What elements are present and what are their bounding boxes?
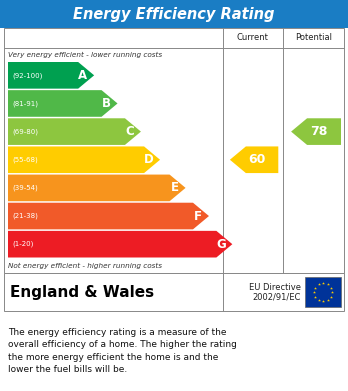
Polygon shape bbox=[291, 118, 341, 145]
Polygon shape bbox=[230, 146, 278, 173]
Text: (69-80): (69-80) bbox=[12, 128, 38, 135]
Text: The energy efficiency rating is a measure of the
overall efficiency of a home. T: The energy efficiency rating is a measur… bbox=[8, 328, 237, 374]
Text: (81-91): (81-91) bbox=[12, 100, 38, 107]
Text: B: B bbox=[102, 97, 111, 110]
Text: Potential: Potential bbox=[295, 34, 332, 43]
Text: D: D bbox=[144, 153, 154, 166]
Text: 60: 60 bbox=[248, 153, 265, 166]
Polygon shape bbox=[8, 231, 232, 258]
Text: F: F bbox=[194, 210, 202, 222]
Text: A: A bbox=[78, 69, 88, 82]
Text: 2002/91/EC: 2002/91/EC bbox=[253, 292, 301, 301]
Text: (55-68): (55-68) bbox=[12, 156, 38, 163]
Text: G: G bbox=[216, 238, 226, 251]
Text: Current: Current bbox=[237, 34, 269, 43]
Text: (92-100): (92-100) bbox=[12, 72, 42, 79]
Text: (1-20): (1-20) bbox=[12, 241, 33, 248]
Text: Energy Efficiency Rating: Energy Efficiency Rating bbox=[73, 7, 275, 22]
Bar bbox=[305, 277, 341, 307]
Bar bbox=[4, 273, 344, 311]
Polygon shape bbox=[8, 146, 160, 173]
Text: Very energy efficient - lower running costs: Very energy efficient - lower running co… bbox=[8, 52, 162, 58]
Text: Not energy efficient - higher running costs: Not energy efficient - higher running co… bbox=[8, 263, 162, 269]
Text: (39-54): (39-54) bbox=[12, 185, 38, 191]
Text: (21-38): (21-38) bbox=[12, 213, 38, 219]
Polygon shape bbox=[8, 118, 141, 145]
Polygon shape bbox=[8, 203, 209, 230]
Bar bbox=[0, 0, 348, 28]
Polygon shape bbox=[8, 62, 94, 89]
Text: England & Wales: England & Wales bbox=[10, 285, 154, 300]
Polygon shape bbox=[8, 174, 185, 201]
Text: 78: 78 bbox=[310, 125, 327, 138]
Polygon shape bbox=[8, 90, 118, 117]
Bar bbox=[4, 28, 344, 273]
Text: C: C bbox=[125, 125, 134, 138]
Text: E: E bbox=[171, 181, 179, 194]
Text: EU Directive: EU Directive bbox=[249, 283, 301, 292]
